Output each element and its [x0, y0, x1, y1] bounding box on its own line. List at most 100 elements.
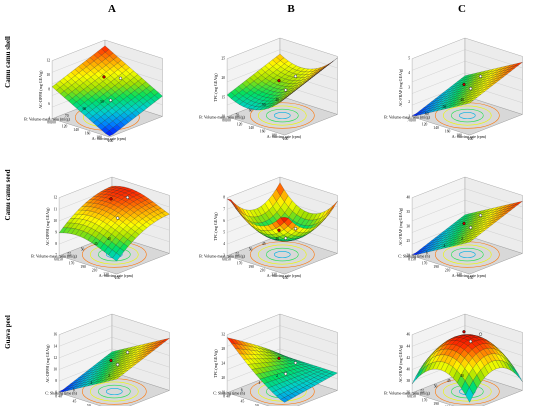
surface-cell — [465, 100, 474, 105]
panel-a2: 7 8 9 10 11 12 150 170 190 210 230 250 40 45 50 55 60 AC-… — [31, 176, 171, 280]
z-tick-label: 20 — [222, 76, 226, 80]
x-tick-label: 120 — [237, 122, 243, 126]
panel-a1: 4 6 8 10 12 100 120 140 160 180 200 50 60 70 80 AC-DPPH… — [24, 39, 164, 143]
floor-contour — [98, 384, 131, 399]
x-tick-label: 170 — [422, 398, 428, 402]
surface-cell — [280, 217, 289, 223]
z-tick-label: 42 — [407, 356, 411, 360]
y-axis-label: C: Shaking time (h) — [213, 390, 245, 395]
y-tick-label: 60 — [249, 108, 253, 112]
x-axis-label: A: Stirring rate (rpm) — [452, 134, 487, 139]
floor-contour — [458, 251, 476, 259]
y-tick-label: 8 — [408, 258, 410, 262]
design-point — [109, 98, 113, 102]
column-label-a: A — [108, 3, 116, 15]
x-tick-label: 160 — [85, 132, 91, 136]
z-axis-label: TPC (mg GEA/g) — [213, 212, 218, 241]
z-tick-label: 28 — [222, 347, 226, 351]
x-axis-label: A: Stirring rate (rpm) — [452, 273, 487, 278]
y-tick-label: 60 — [222, 258, 226, 262]
y-tick-label: 55 — [236, 253, 240, 257]
design-point — [118, 76, 123, 80]
x-tick-label: 180 — [456, 133, 462, 137]
design-point — [284, 236, 288, 240]
surface-mesh — [51, 45, 163, 137]
panel-b1: 10 15 20 25 100 120 140 160 180 200 40 50 60 70 80 TPC … — [199, 37, 339, 141]
surface-cell — [280, 397, 289, 403]
x-tick-label: 45 — [241, 399, 245, 403]
x-tick-label: 210 — [92, 269, 98, 273]
z-tick-label: 8 — [55, 379, 57, 383]
design-point — [469, 226, 473, 230]
x-tick-label: 40 — [226, 395, 230, 399]
y-tick-label: 2 — [108, 374, 110, 378]
floor-contour — [249, 102, 315, 129]
y-tick-label: 70 — [407, 119, 411, 123]
surface-mesh — [227, 182, 338, 242]
z-axis-label: AC-FRAP (mg GEA/g) — [398, 68, 403, 107]
y-tick-label: 80 — [47, 121, 51, 125]
surface-mesh — [226, 53, 338, 111]
row-label-guava-peel: Guava peel — [4, 315, 12, 349]
design-point — [293, 361, 298, 365]
x-tick-label: 120 — [422, 122, 428, 126]
design-point — [478, 74, 483, 78]
z-tick-label: 16 — [54, 333, 58, 337]
z-tick-label: 8 — [223, 196, 225, 200]
design-point — [116, 363, 120, 367]
z-tick-label: 10 — [47, 73, 51, 77]
x-tick-label: 120 — [62, 124, 68, 128]
floor-contour — [106, 388, 123, 396]
floor-contour — [249, 241, 315, 268]
design-point — [462, 221, 466, 226]
x-tick-label: 190 — [433, 402, 439, 406]
row-label-camu-seed: Camu camu seed — [4, 169, 12, 220]
design-point — [277, 228, 281, 232]
z-tick-label: 9 — [55, 231, 57, 235]
panel-a3: 681012141640455055602468AC-DPPH (mg GEA/… — [45, 313, 171, 406]
x-tick-label: 150 — [410, 258, 416, 262]
x-tick-label: 140 — [248, 126, 254, 130]
design-point — [277, 79, 281, 83]
z-axis-label: AC-FRAP (mg GEA/g) — [398, 207, 403, 246]
z-tick-label: 30 — [407, 225, 411, 229]
x-tick-label: 170 — [69, 261, 75, 265]
surface-cell — [465, 387, 474, 403]
z-tick-label: 5 — [223, 231, 225, 235]
y-tick-label: 80 — [222, 119, 226, 123]
z-axis-label: AC-FRAP (mg GEA/g) — [398, 344, 403, 383]
floor-contour — [265, 247, 299, 262]
z-tick-label: 4 — [223, 242, 225, 246]
surface-cell — [105, 130, 114, 137]
x-tick-label: 230 — [271, 272, 277, 276]
design-point — [478, 213, 483, 217]
design-point — [469, 339, 473, 343]
floor-contour — [458, 112, 476, 120]
floor-contour — [257, 244, 307, 265]
x-tick-label: 250 — [115, 276, 121, 280]
z-tick-label: 8 — [55, 242, 57, 246]
y-axis-label: B: Volume-mass ratio (ml/g) — [384, 390, 430, 395]
y-tick-label: 40 — [275, 98, 279, 102]
y-tick-label: 50 — [434, 384, 438, 388]
z-tick-label: 4 — [408, 71, 410, 75]
design-point — [125, 350, 130, 354]
x-tick-label: 50 — [255, 404, 259, 406]
y-tick-label: 60 — [54, 258, 58, 262]
y-tick-label: 60 — [425, 112, 429, 116]
z-tick-label: 35 — [407, 210, 411, 214]
design-point — [478, 332, 483, 336]
surface-mesh — [59, 338, 170, 392]
surface-cell — [112, 376, 121, 381]
y-tick-label: 50 — [100, 100, 104, 104]
z-tick-label: 5 — [408, 57, 410, 61]
x-tick-label: 150 — [225, 258, 231, 262]
design-point — [284, 372, 288, 376]
x-tick-label: 250 — [468, 276, 474, 280]
x-tick-label: 140 — [433, 126, 439, 130]
z-tick-label: 2 — [408, 100, 410, 104]
z-tick-label: 12 — [54, 356, 58, 360]
x-tick-label: 250 — [283, 276, 289, 280]
z-axis-label: AC-DPPH (mg GEA/g) — [38, 70, 43, 109]
y-axis-label: B: Volume-mass ratio (ml/g) — [31, 253, 77, 258]
